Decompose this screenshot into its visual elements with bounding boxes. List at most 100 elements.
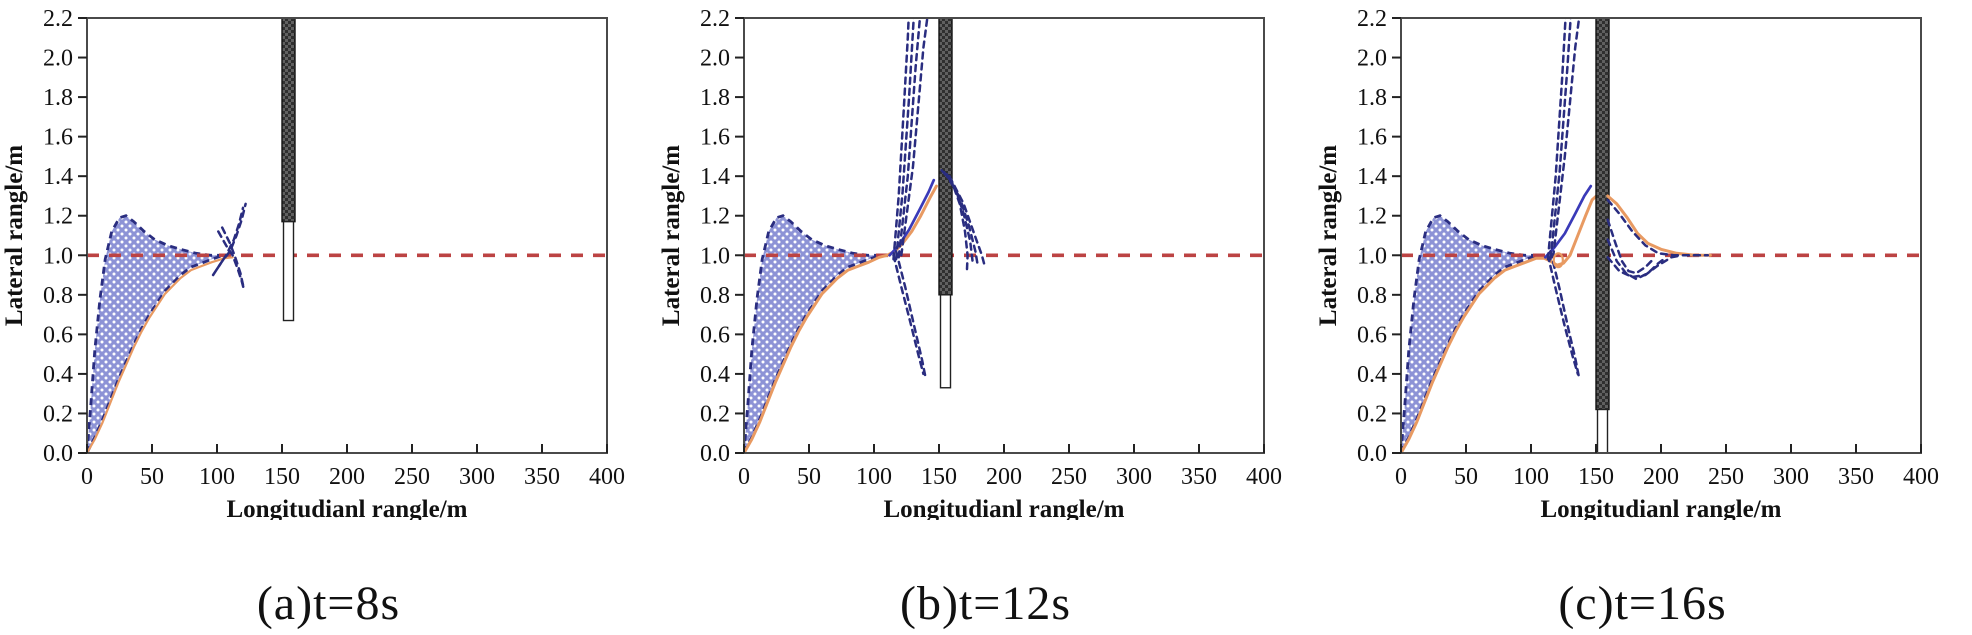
y-tick-label: 0.8 — [1357, 283, 1387, 309]
plot-frame — [1400, 17, 1922, 454]
caption-c: (c)t=16s — [1558, 577, 1727, 630]
plot-area — [1401, 18, 1921, 453]
x-tick-label: 150 — [1578, 464, 1614, 490]
band-upper-dashed — [1401, 214, 1538, 453]
trajectory-dashed — [215, 206, 245, 271]
y-tick-label: 0.6 — [700, 322, 730, 348]
y-tick-label: 2.2 — [1357, 6, 1387, 32]
y-tick-label: 0.4 — [700, 362, 730, 388]
x-tick-label: 100 — [1513, 464, 1549, 490]
x-tick-label: 300 — [1116, 464, 1152, 490]
envelope-curve-orange — [87, 256, 234, 453]
chart-c: 0 50 100 150 200 250 300 350 400 0.0 0.2 0.4 0.6 0.8 1… — [1314, 0, 1971, 635]
x-tick-label: 400 — [589, 464, 625, 490]
x-tick-label: 300 — [1773, 464, 1809, 490]
y-tick-label: 0.0 — [1357, 441, 1387, 467]
x-tick-label: 100 — [199, 464, 235, 490]
x-tick-label: 350 — [524, 464, 560, 490]
plot-frame — [743, 17, 1265, 454]
y-tick-label: 2.0 — [700, 46, 730, 72]
axes: 0 50 100 150 200 250 300 350 400 0.0 0.2 0.4 0.6 0.8 1… — [1315, 6, 1939, 520]
y-tick-label: 1.4 — [1357, 164, 1387, 190]
plot-a: 0 50 100 150 200 250 300 350 400 0.0 0.2 0.4 0.6 0.8 1… — [1, 6, 625, 520]
caption-b: (b)t=12s — [899, 577, 1072, 630]
y-tick-label: 0.8 — [700, 283, 730, 309]
x-tick-label: 150 — [264, 464, 300, 490]
chart-a: 0 50 100 150 200 250 300 350 400 0.0 0.2 0.4 0.6 0.8 1… — [0, 0, 657, 635]
pile-column-exposed — [939, 294, 952, 389]
x-tick-label: 250 — [394, 464, 430, 490]
trajectory-dashed — [1606, 198, 1710, 257]
trajectory-dashed — [1606, 218, 1655, 275]
envelope-curve-orange — [1401, 192, 1601, 453]
x-tick-label: 50 — [797, 464, 821, 490]
trajectory-dashed — [894, 250, 928, 382]
plot-area — [744, 18, 1264, 453]
pile-column-embedded — [1595, 18, 1610, 411]
plot-area — [87, 18, 607, 453]
y-tick-label: 1.8 — [700, 85, 730, 111]
y-tick-label: 2.0 — [43, 46, 73, 72]
x-tick-label: 100 — [856, 464, 892, 490]
y-tick-label: 1.2 — [700, 204, 730, 230]
pile-column-embedded — [938, 18, 953, 296]
y-tick-label: 1.0 — [1357, 243, 1387, 269]
x-tick-label: 200 — [1643, 464, 1679, 490]
trajectory-dashed — [1546, 254, 1580, 376]
trajectory-dashed — [1606, 254, 1684, 279]
x-axis-title: Longitudianl rangle/m — [226, 496, 467, 520]
y-tick-label: 0.2 — [43, 401, 73, 427]
y-tick-label: 2.0 — [1357, 46, 1387, 72]
y-axis-title: Lateral rangle/m — [1, 145, 28, 326]
trajectory-dashed — [892, 18, 910, 261]
y-tick-label: 0.0 — [700, 441, 730, 467]
band-upper-dashed — [87, 214, 224, 453]
x-tick-label: 200 — [329, 464, 365, 490]
envelope-curve-orange — [1606, 194, 1712, 257]
plot-c: 0 50 100 150 200 250 300 350 400 0.0 0.2 0.4 0.6 0.8 1… — [1315, 6, 1939, 520]
y-tick-label: 0.4 — [1357, 362, 1387, 388]
x-tick-label: 250 — [1051, 464, 1087, 490]
y-tick-label: 1.4 — [700, 164, 730, 190]
x-tick-label: 350 — [1181, 464, 1217, 490]
y-tick-label: 0.6 — [1357, 322, 1387, 348]
y-tick-label: 0.8 — [43, 283, 73, 309]
trajectory-dashed — [1606, 238, 1668, 281]
x-tick-label: 0 — [1395, 464, 1407, 490]
loop-annotation — [1552, 252, 1564, 269]
chart-b: 0 50 100 150 200 250 300 350 400 0.0 0.2 0.4 0.6 0.8 1… — [657, 0, 1314, 635]
y-tick-label: 1.0 — [700, 243, 730, 269]
y-tick-label: 1.8 — [43, 85, 73, 111]
y-tick-label: 2.2 — [43, 6, 73, 32]
trajectory-dashed — [948, 174, 986, 267]
y-tick-label: 0.2 — [1357, 401, 1387, 427]
x-tick-label: 250 — [1708, 464, 1744, 490]
trajectory-dashed — [220, 226, 245, 287]
deviation-band — [87, 215, 224, 453]
x-axis-title: Longitudianl rangle/m — [883, 496, 1124, 520]
axes: 0 50 100 150 200 250 300 350 400 0.0 0.2 0.4 0.6 0.8 1… — [1, 6, 625, 520]
deviation-band — [1401, 215, 1538, 453]
pile-column-exposed — [1596, 408, 1609, 453]
trajectory-solid-blue — [1543, 184, 1593, 259]
x-tick-label: 0 — [81, 464, 93, 490]
trajectory-dashed — [897, 18, 922, 259]
trajectory-dashed — [1549, 250, 1581, 380]
y-tick-label: 1.2 — [1357, 204, 1387, 230]
x-tick-label: 400 — [1903, 464, 1939, 490]
deviation-band — [744, 215, 881, 453]
x-tick-label: 300 — [459, 464, 495, 490]
y-tick-label: 0.4 — [43, 362, 73, 388]
trajectory-dashed — [892, 254, 925, 376]
y-tick-label: 0.2 — [700, 401, 730, 427]
trajectory-dashed — [1549, 18, 1572, 261]
pile-column-exposed — [282, 220, 295, 322]
y-tick-label: 0.0 — [43, 441, 73, 467]
x-tick-label: 0 — [738, 464, 750, 490]
x-tick-label: 200 — [986, 464, 1022, 490]
axes: 0 50 100 150 200 250 300 350 400 0.0 0.2 0.4 0.6 0.8 1… — [658, 6, 1282, 520]
y-tick-label: 1.6 — [1357, 125, 1387, 151]
x-tick-label: 50 — [140, 464, 164, 490]
x-tick-label: 400 — [1246, 464, 1282, 490]
